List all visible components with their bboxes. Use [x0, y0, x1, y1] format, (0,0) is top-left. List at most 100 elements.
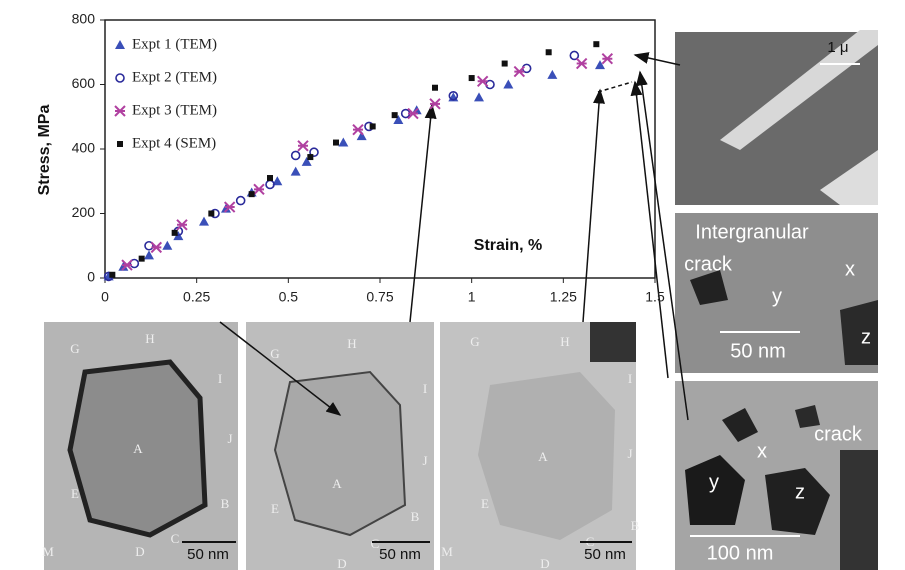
particle: [765, 468, 830, 535]
marker: [503, 79, 514, 89]
marker: [338, 137, 349, 147]
micrograph-label: G: [470, 334, 479, 349]
marker: [248, 191, 255, 198]
marker: [109, 271, 116, 278]
legend-marker: [115, 73, 125, 83]
marker: [121, 259, 133, 271]
marker: [223, 201, 236, 213]
micrograph-label: B: [411, 509, 420, 524]
scale-label: 100 nm: [707, 542, 774, 564]
legend-label: Expt 4 (SEM): [132, 135, 216, 151]
scale-label: 50 nm: [584, 546, 626, 563]
marker: [253, 183, 265, 196]
marker: [176, 219, 188, 231]
plot-area: [104, 19, 656, 279]
marker: [476, 75, 489, 87]
legend-marker: [115, 40, 125, 49]
scale-label: 1 μ: [827, 39, 848, 56]
marker: [309, 147, 319, 158]
scale-label: 50 nm: [730, 340, 786, 362]
y-tick-label: 0: [87, 269, 95, 285]
legend-label: Expt 1 (TEM): [132, 36, 217, 52]
x-tick-label: 1: [468, 289, 476, 305]
x-tick-label: 1.5: [645, 289, 665, 305]
micrograph-label: D: [540, 556, 549, 570]
legend-label: Expt 3 (TEM): [132, 102, 217, 118]
micrographs: [44, 30, 878, 570]
legend-marker: [114, 105, 126, 117]
micrograph-label: G: [270, 346, 279, 361]
marker: [595, 60, 605, 70]
particle: [685, 455, 745, 525]
marker: [432, 84, 438, 91]
micrograph-label: crack: [684, 253, 733, 275]
marker: [171, 229, 178, 236]
y-tick-label: 800: [72, 11, 96, 27]
micrograph-label: M: [441, 544, 453, 559]
marker: [547, 69, 558, 79]
marker: [513, 65, 526, 78]
micrograph-label: z: [861, 326, 871, 348]
micrograph-label: J: [227, 431, 232, 446]
marker: [307, 154, 314, 161]
marker: [103, 271, 114, 281]
marker: [267, 175, 273, 182]
micrograph-label: E: [271, 501, 279, 516]
grain-boundary: [820, 150, 878, 205]
micrograph-label: y: [772, 285, 782, 307]
marker: [118, 261, 129, 271]
marker: [235, 195, 246, 206]
marker: [575, 57, 588, 70]
x-tick-label: 0: [101, 289, 109, 305]
micrograph-label: J: [422, 453, 427, 468]
marker: [474, 92, 484, 102]
micrograph-label: I: [218, 371, 222, 386]
marker: [290, 150, 301, 161]
micrograph-label: J: [627, 446, 632, 461]
particle: [840, 450, 878, 570]
marker: [448, 90, 459, 101]
grain: [67, 359, 208, 538]
micrograph-label: A: [133, 441, 143, 456]
x-tick-label: 0.5: [279, 289, 299, 305]
marker: [162, 240, 173, 250]
legend-label: Expt 2 (TEM): [132, 69, 217, 85]
particle: [590, 322, 636, 362]
marker: [208, 210, 215, 217]
marker: [545, 49, 552, 56]
marker: [129, 258, 140, 269]
marker: [297, 140, 309, 152]
micrograph-label: H: [145, 331, 154, 346]
scale-label: 50 nm: [379, 546, 421, 563]
legend-marker: [117, 141, 123, 147]
micrograph-label: B: [631, 518, 640, 533]
particle: [722, 408, 758, 442]
y-tick-label: 600: [72, 75, 96, 91]
micrograph-label: C: [371, 536, 380, 551]
micrograph-label: crack: [814, 423, 863, 445]
micrograph-label: D: [135, 544, 144, 559]
marker: [144, 250, 154, 260]
micrograph-label: D: [337, 556, 346, 570]
arrows: [219, 52, 689, 421]
marker: [221, 203, 231, 213]
marker: [407, 107, 419, 120]
grain: [273, 370, 407, 537]
marker: [569, 50, 580, 61]
marker: [290, 166, 301, 176]
scale-label: 50 nm: [187, 546, 229, 563]
y-tick-label: 200: [72, 204, 96, 220]
x-tick-label: 1.25: [550, 289, 577, 305]
micrograph-label: B: [221, 496, 230, 511]
micrograph-label: M: [42, 544, 54, 559]
micrograph-label: x: [845, 258, 855, 280]
micrograph-label: y: [709, 471, 719, 493]
marker: [468, 75, 475, 82]
micrograph-label: H: [347, 336, 356, 351]
marker: [429, 98, 441, 110]
micrograph-label: I: [423, 381, 427, 396]
marker: [356, 131, 367, 141]
micrograph-label: x: [757, 440, 767, 462]
micrograph-label: G: [70, 341, 79, 356]
